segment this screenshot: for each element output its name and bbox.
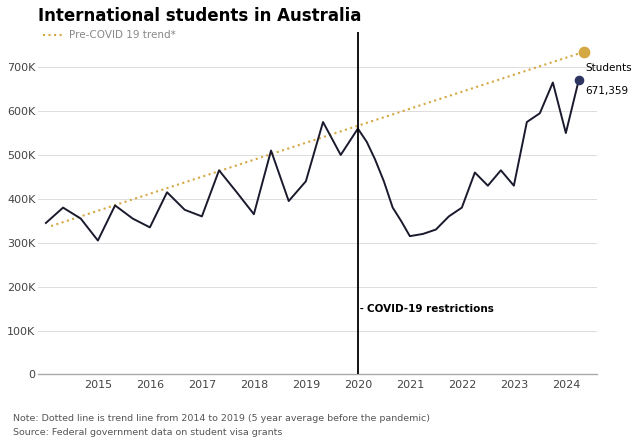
Text: COVID-19 restrictions: COVID-19 restrictions <box>367 303 494 314</box>
Point <box>573 76 584 83</box>
Text: Students: Students <box>585 63 632 73</box>
Point <box>579 48 589 55</box>
Text: Note: Dotted line is trend line from 2014 to 2019 (5 year average before the pan: Note: Dotted line is trend line from 201… <box>13 415 430 423</box>
Text: International students in Australia: International students in Australia <box>38 7 362 25</box>
Text: Source: Federal government data on student visa grants: Source: Federal government data on stude… <box>13 428 282 437</box>
Text: 671,359: 671,359 <box>585 86 628 96</box>
Legend: Pre-COVID 19 trend*: Pre-COVID 19 trend* <box>44 30 176 41</box>
